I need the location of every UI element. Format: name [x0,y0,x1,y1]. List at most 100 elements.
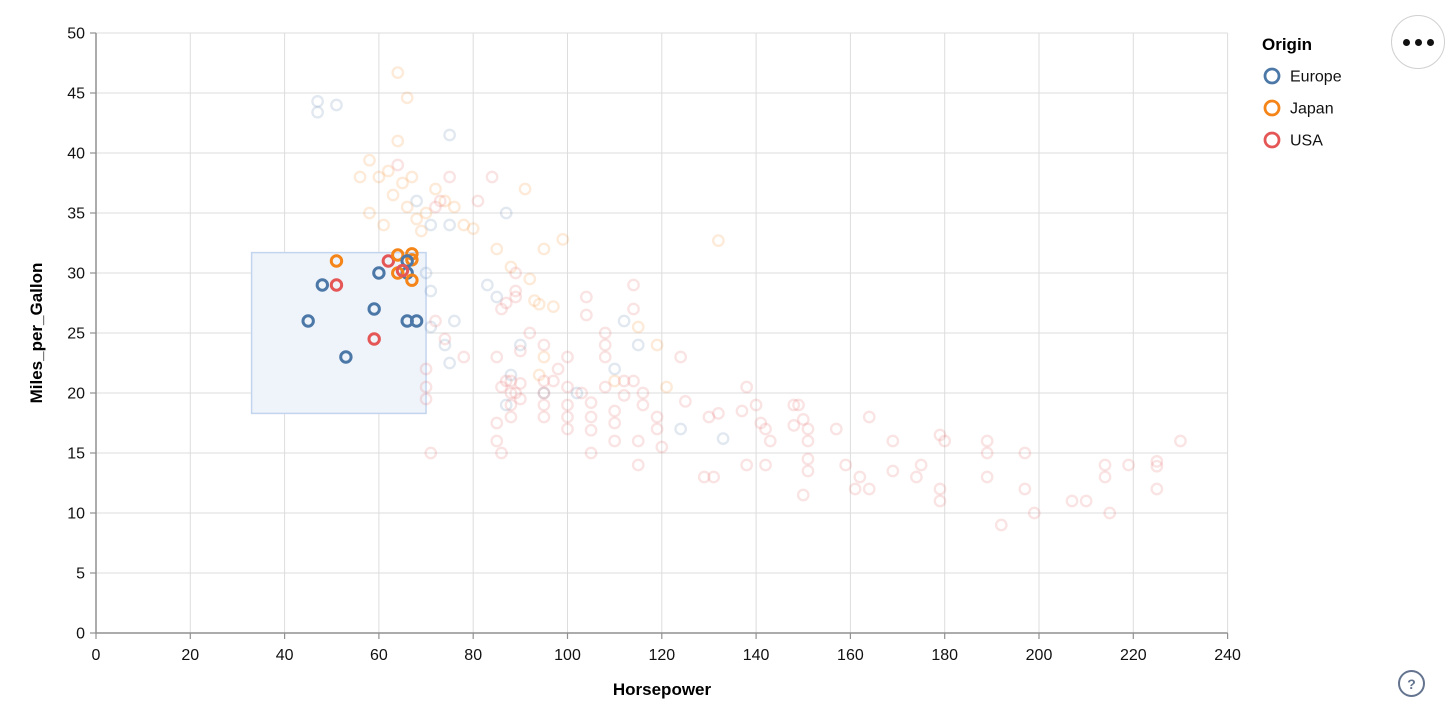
ellipsis-dot-icon [1402,38,1410,46]
scatter-point [580,308,593,322]
scatter-point [608,362,622,376]
y-axis-tick-label: 15 [67,446,85,463]
scatter-point [801,464,815,478]
scatter-point [561,380,574,394]
y-axis-tick-label: 35 [67,206,85,223]
help-button[interactable]: ? [1398,670,1425,697]
scatter-point [1098,458,1112,472]
scatter-point [561,398,574,412]
scatter-point [391,158,405,172]
scatter-point [796,488,810,502]
scatter-point [763,434,777,448]
scatter-point [598,338,612,352]
scatter-point [801,452,815,466]
scatter-point [513,338,527,352]
scatter-point [712,407,725,420]
x-axis-tick-label: 180 [931,647,958,664]
scatter-point [447,200,461,214]
scatter-point [561,422,574,436]
scatter-point [386,188,400,202]
scatter-point [438,194,452,208]
x-axis-tick-label: 60 [370,647,388,664]
scatter-point [311,105,324,119]
scatter-point [499,206,513,220]
scatter-point [801,422,815,436]
x-axis-tick-label: 100 [554,647,581,664]
scatter-point [980,470,994,484]
scatter-point [490,434,504,448]
scatter-point [409,314,424,328]
scatter-point [509,284,522,298]
scatter-point [391,66,405,79]
scatter-point [556,233,570,246]
x-axis-tick-label: 240 [1214,647,1241,664]
scatter-point [329,254,344,268]
scatter-point [598,326,612,340]
scatter-point [608,404,622,418]
scatter-point [862,410,876,424]
scatter-point [329,278,344,292]
scatter-point [674,350,688,364]
scatter-point [938,434,952,448]
scatter-point [792,398,805,412]
axes: 0 20 40 60 80 100 120 140 160 180 200 220 240 0 5 10 15 2… [67,26,1241,665]
scatter-point [405,273,419,287]
scatter-point [575,386,588,400]
y-axis-tick-label: 25 [67,326,85,343]
scatter-point [650,422,664,436]
scatter-point [410,212,423,226]
scatter-point [1103,506,1117,520]
scatter-point [504,260,518,274]
scatter-point [1150,455,1164,468]
scatter-point [631,338,645,352]
y-axis-tick-label: 5 [76,566,85,583]
x-axis-tick-label: 0 [92,647,101,664]
scatter-point [994,518,1008,532]
legend-swatch-icon [1263,67,1281,85]
scatter-point [933,482,947,496]
scatter-point [537,398,551,412]
scatter-point [617,314,631,328]
scatter-point [627,302,640,316]
scatter-point [301,314,315,328]
options-menu-button[interactable] [1391,15,1445,69]
scatter-point [1150,459,1164,473]
scatter-point [339,350,353,364]
x-axis-tick-label: 200 [1026,647,1053,664]
scatter-point [914,458,928,472]
scatter-point [457,218,471,232]
scatter-point [395,263,410,278]
scatter-point [740,458,754,472]
scatter-point [410,194,423,208]
scatter-point [1174,434,1187,448]
scatter-point [523,272,537,286]
scatter-point [532,297,546,311]
scatter-point [391,134,405,148]
scatter-point [679,395,692,408]
scatter-point [377,218,390,232]
scatter-point [490,416,504,430]
scatter-point [1027,506,1041,520]
scatter-point [495,302,508,316]
scatter-point [443,218,456,232]
scatter-point [400,200,414,214]
scatter-point [617,389,631,402]
scatter-point [796,413,810,426]
scatter-point [584,396,598,409]
scatter-point [636,398,650,412]
scatter-point [787,419,801,432]
scatter-point [862,482,876,496]
scatter-point [532,368,546,382]
scatter-point [438,332,452,346]
x-axis-tick-label: 160 [837,647,864,664]
scatter-point [495,380,508,394]
scatter-point [598,380,612,394]
x-axis-tick-label: 80 [464,647,482,664]
scatter-point [1150,482,1164,496]
scatter-point [504,368,518,382]
legend-label: Europe [1290,69,1342,86]
scatter-point [509,290,522,304]
scatter-point [759,458,772,472]
scatter-point [580,290,593,304]
scatter-point [457,350,471,364]
